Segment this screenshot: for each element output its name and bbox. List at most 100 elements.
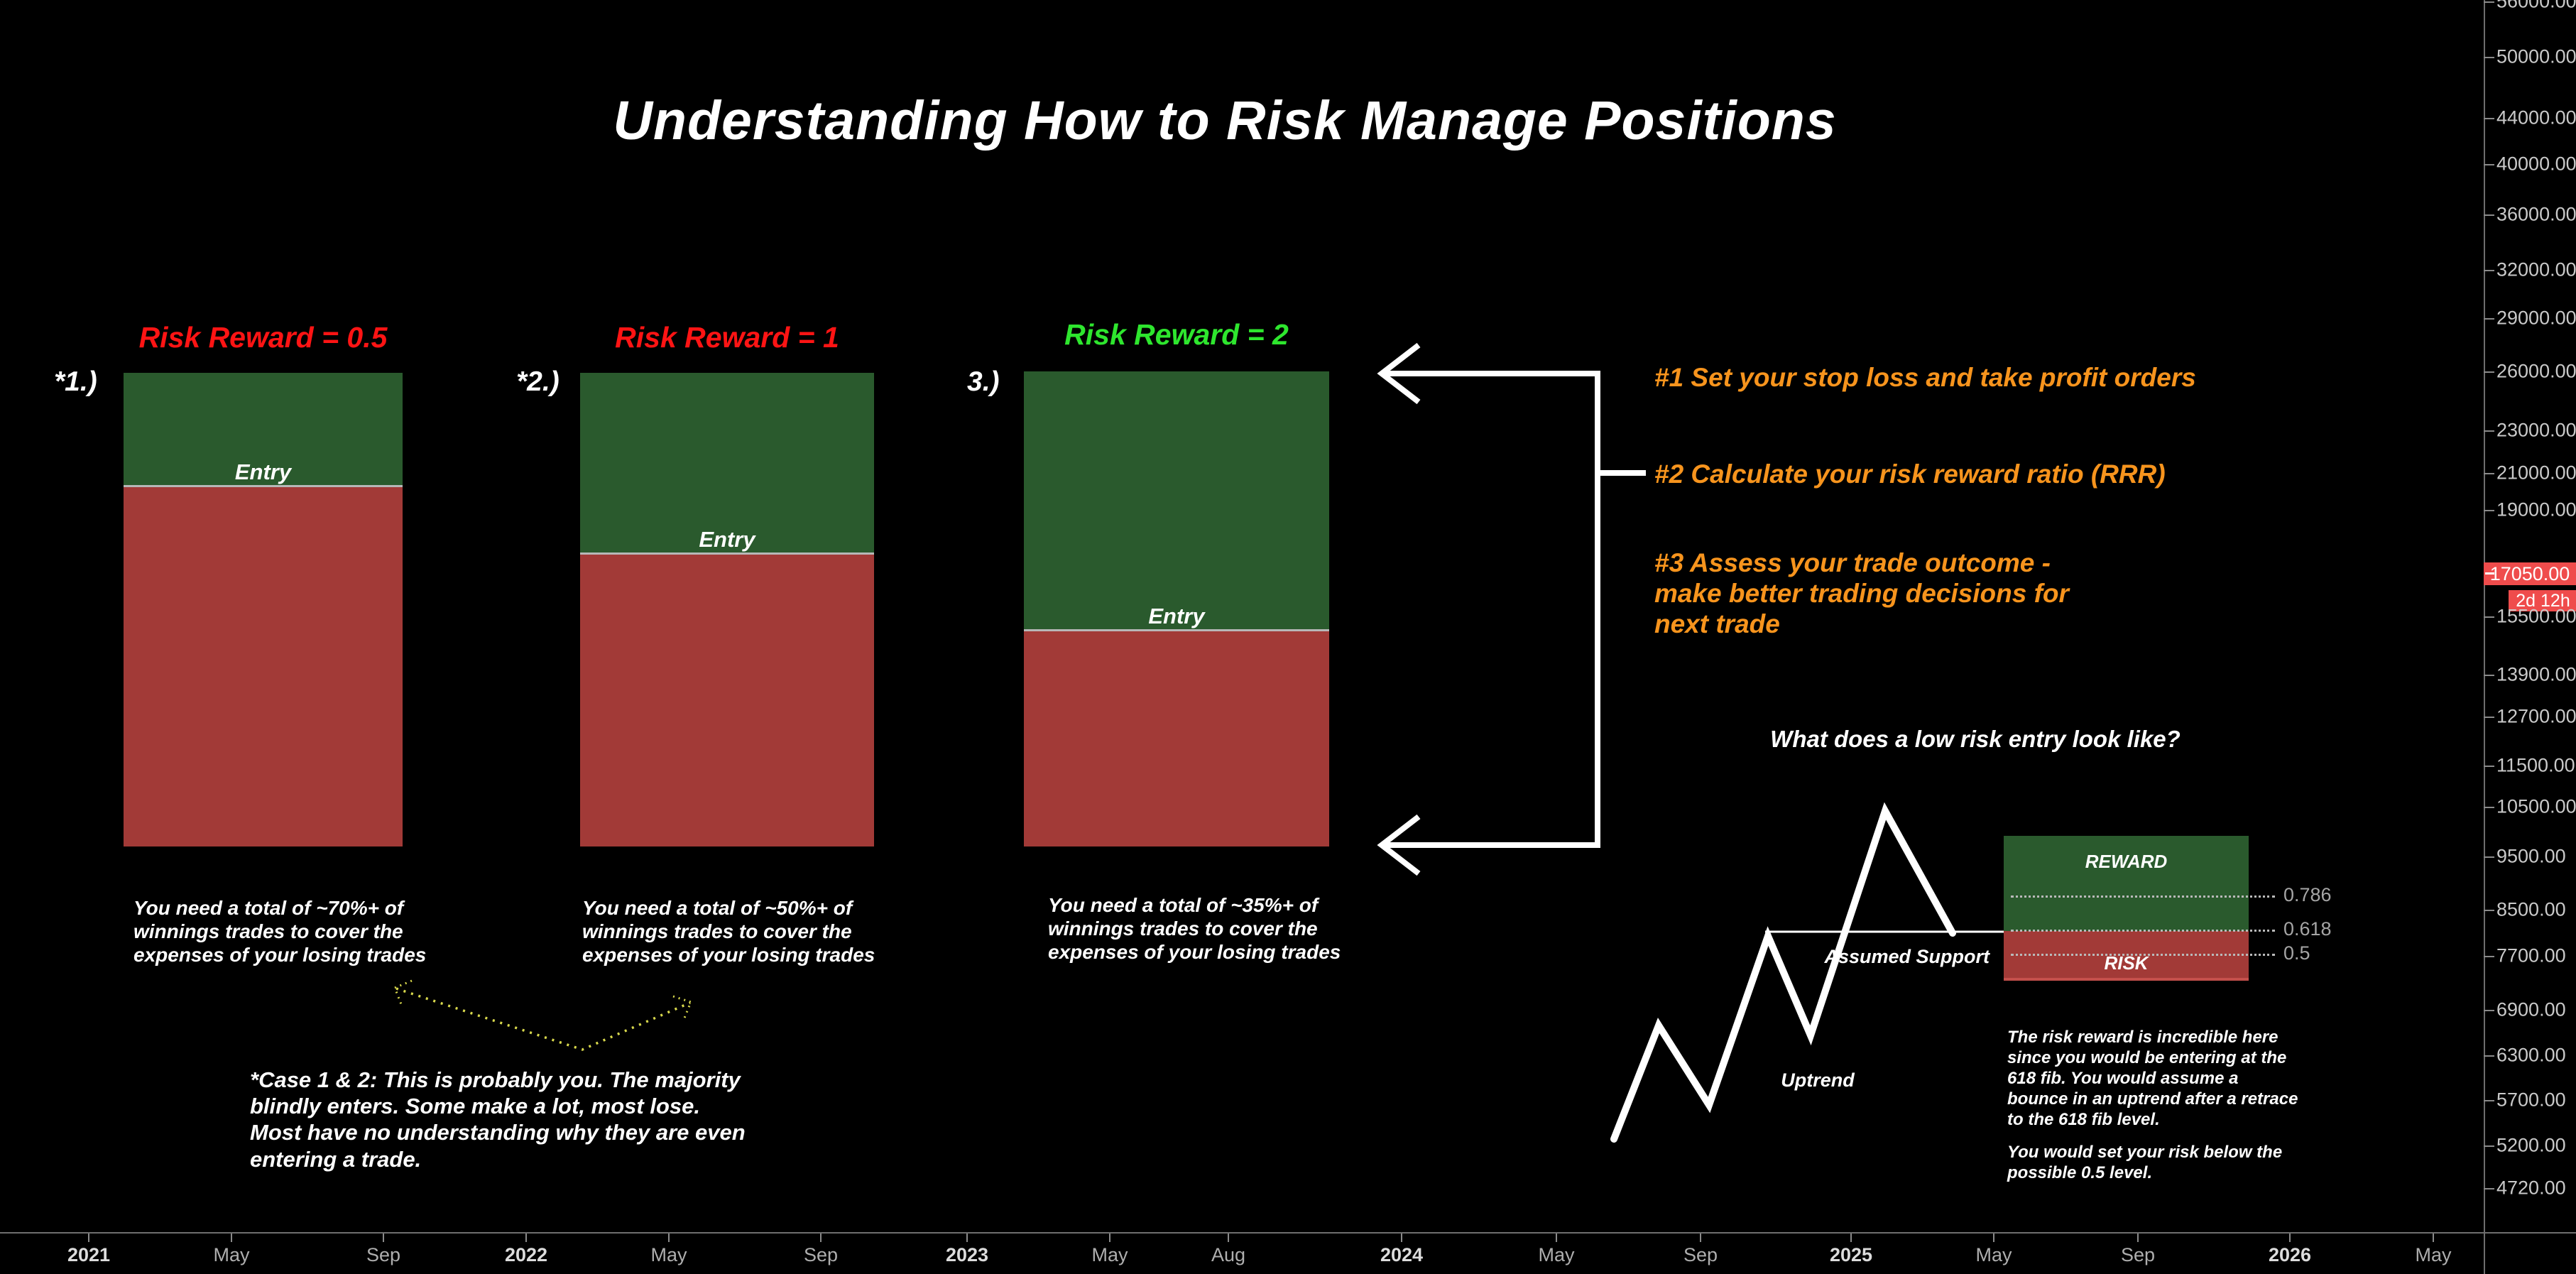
time-tick [2289, 1234, 2291, 1242]
bracket-arrows[interactable] [1377, 342, 1646, 876]
price-tick [2484, 118, 2494, 119]
entry-label: Entry [699, 527, 755, 552]
fib-line-0786 [2011, 895, 2275, 898]
time-label: 2023 [945, 1244, 989, 1265]
time-label: May [1091, 1244, 1128, 1265]
price-label: 6300.00 [2496, 1044, 2566, 1066]
reward-zone: Entry [580, 373, 874, 552]
price-label: 29000.00 [2496, 307, 2576, 329]
price-label: 26000.00 [2496, 360, 2576, 382]
price-label: 19000.00 [2496, 499, 2576, 521]
price-label: 44000.00 [2496, 107, 2576, 129]
low-risk-note-1: The risk reward is incredible here since… [2007, 1028, 2298, 1130]
entry-line [580, 552, 874, 555]
time-tick [88, 1234, 89, 1242]
low-risk-risk-box[interactable]: RISK [2004, 931, 2249, 981]
time-label: May [1975, 1244, 2012, 1265]
time-label: Sep [366, 1244, 401, 1265]
price-label: 5700.00 [2496, 1089, 2566, 1111]
price-tick [2484, 430, 2494, 432]
fib-label-0618: 0.618 [2283, 918, 2332, 940]
price-label: 21000.00 [2496, 462, 2576, 484]
price-tick [2484, 371, 2494, 373]
time-tick [966, 1234, 968, 1242]
case-2-note: You need a total of ~50%+ of winnings tr… [582, 897, 875, 967]
time-axis[interactable]: 2021 May Sep 2022 May Sep 2023 May Aug 2024 May Sep… [0, 1232, 2576, 1274]
risk-zone [1024, 631, 1329, 846]
price-tick [2484, 675, 2494, 676]
price-label: 8500.00 [2496, 898, 2566, 920]
price-label: 12700.00 [2496, 705, 2576, 727]
step-2: #2 Calculate your risk reward ratio (RRR… [1654, 459, 2166, 489]
risk-zone [580, 555, 874, 846]
time-label: 2022 [504, 1244, 548, 1265]
time-tick [1109, 1234, 1110, 1242]
time-label: Sep [1683, 1244, 1718, 1265]
reward-zone: Entry [124, 373, 403, 485]
price-label: 56000.00 [2496, 0, 2576, 12]
case-pointer-arrow[interactable] [393, 979, 692, 1051]
time-tick [820, 1234, 822, 1242]
price-label: 9500.00 [2496, 845, 2566, 867]
case-2-marker: *2.) [516, 366, 560, 397]
time-label: May [2415, 1244, 2452, 1265]
time-label: 2025 [1829, 1244, 1873, 1265]
case-1-note: You need a total of ~70%+ of winnings tr… [133, 897, 427, 967]
price-axis[interactable]: 17050.00 2d 12h 56000.00 50000.00 44000.00… [2484, 0, 2576, 1274]
step-3: #3 Assess your trade outcome - make bett… [1654, 548, 2069, 638]
time-tick [1401, 1234, 1402, 1242]
page-title: Understanding How to Risk Manage Positio… [613, 90, 1837, 151]
entry-label: Entry [1148, 604, 1205, 628]
time-label: May [213, 1244, 250, 1265]
price-label: 5200.00 [2496, 1134, 2566, 1156]
low-risk-question: What does a low risk entry look like? [1770, 726, 2181, 752]
price-label: 15500.00 [2496, 605, 2576, 627]
risk-reward-box-2[interactable]: Entry [580, 373, 874, 846]
price-tick [2484, 956, 2494, 957]
price-label: 6900.00 [2496, 998, 2566, 1020]
price-tick [2484, 318, 2494, 320]
low-risk-note-2: You would set your risk below the possib… [2007, 1143, 2283, 1183]
price-tick [2484, 1055, 2494, 1057]
risk-box-label: RISK [2104, 952, 2149, 974]
price-tick [2484, 164, 2494, 165]
price-label: 11500.00 [2496, 754, 2575, 776]
time-tick [1993, 1234, 1994, 1242]
case-2-heading: Risk Reward = 1 [615, 321, 839, 354]
time-tick [383, 1234, 384, 1242]
price-tick [2484, 856, 2494, 858]
price-tick [2484, 1, 2494, 3]
case-footnote: *Case 1 & 2: This is probably you. The m… [250, 1067, 746, 1172]
price-tick [2484, 616, 2494, 618]
time-tick [1850, 1234, 1852, 1242]
case-3-marker: 3.) [967, 366, 1000, 397]
fib-label-0786: 0.786 [2283, 884, 2332, 905]
risk-reward-box-3[interactable]: Entry [1024, 371, 1329, 846]
current-price-tick [2485, 572, 2494, 575]
time-tick [1228, 1234, 1229, 1242]
price-tick [2484, 807, 2494, 808]
price-label: 23000.00 [2496, 419, 2576, 441]
risk-reward-box-1[interactable]: Entry [124, 373, 403, 846]
bar-countdown-badge: 2d 12h [2509, 590, 2576, 611]
time-tick [525, 1234, 527, 1242]
price-tick [2484, 766, 2494, 767]
low-risk-reward-box[interactable]: REWARD [2004, 836, 2249, 931]
price-tick [2484, 270, 2494, 271]
time-label: 2024 [1380, 1244, 1424, 1265]
price-tick [2484, 1188, 2494, 1189]
price-label: 10500.00 [2496, 795, 2576, 817]
price-tick [2484, 910, 2494, 911]
current-price-badge: 17050.00 [2484, 562, 2576, 585]
price-label: 50000.00 [2496, 45, 2576, 67]
entry-label: Entry [234, 459, 292, 484]
case-1-marker: *1.) [54, 366, 97, 397]
case-3-note: You need a total of ~35%+ of winnings tr… [1048, 894, 1341, 964]
time-label: May [1538, 1244, 1575, 1265]
time-tick [1700, 1234, 1701, 1242]
price-label: 13900.00 [2496, 663, 2576, 685]
price-tick [2484, 717, 2494, 718]
price-tick [2484, 214, 2494, 216]
time-tick [668, 1234, 670, 1242]
